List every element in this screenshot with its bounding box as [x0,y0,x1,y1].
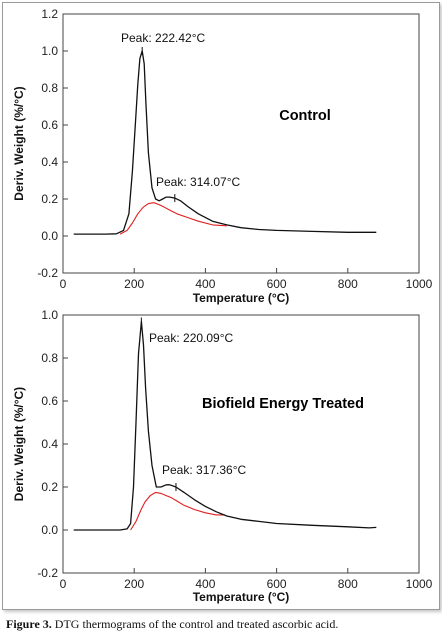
x-tick-label: 200 [124,577,144,591]
y-axis-title: Deriv. Weight (%/°C) [12,86,26,200]
series-line-secondary [130,491,225,531]
y-tick-label: 0.0 [41,229,58,243]
chart-panel-1: -0.2 0.0 0.2 0.4 0.6 0.8 1.0 1.2 0 200 400 600 800 10… [12,7,433,305]
y-tick-label: 0.0 [41,523,58,537]
chart-panel-2: -0.2 0.0 0.2 0.4 0.6 0.8 1.0 0 200 400 600 800 1000 T… [12,308,433,604]
x-tick-label: 800 [338,277,358,291]
peak-annotation: Peak: 314.07°C [156,175,241,189]
caption-text: DTG thermograms of the control and treat… [54,617,339,631]
y-tick-label: 0.6 [41,118,58,132]
figure-frame: -0.2 0.0 0.2 0.4 0.6 0.8 1.0 1.2 0 200 400 600 800 10… [2,2,440,610]
panel-title: Biofield Energy Treated [202,396,364,412]
y-tick-label: 0.8 [41,81,58,95]
x-tick-label: 0 [60,577,67,591]
x-tick-label: 600 [267,277,287,291]
peak-annotation: Peak: 317.36°C [162,463,247,477]
series-line-primary [73,50,377,235]
y-axis-title: Deriv. Weight (%/°C) [12,387,26,501]
y-tick-label: 0.4 [41,155,58,169]
y-tick-label: 0.8 [41,351,58,365]
y-tick-label: 0.6 [41,394,58,408]
y-tick-label: 1.0 [41,44,58,58]
y-tick-label: 0.2 [41,480,58,494]
y-tick-label: 0.4 [41,437,58,451]
x-axis-title: Temperature (°C) [193,590,290,604]
dtg-figure: -0.2 0.0 0.2 0.4 0.6 0.8 1.0 1.2 0 200 400 600 800 10… [12,7,433,604]
peak-annotation: Peak: 222.42°C [121,31,206,45]
figure-caption: Figure 3. DTG thermograms of the control… [6,617,442,632]
series-line-primary [73,320,377,531]
y-tick-label: 1.2 [41,7,58,21]
y-tick-label: 1.0 [41,308,58,322]
x-tick-label: 400 [195,277,215,291]
series-line-secondary [119,202,227,235]
panel-title: Control [279,108,331,124]
x-tick-label: 600 [267,577,287,591]
peak-annotation: Peak: 220.09°C [149,331,234,345]
x-tick-label: 1000 [406,577,433,591]
y-tick-label: 0.2 [41,192,58,206]
x-tick-label: 1000 [406,277,433,291]
y-tick-label: -0.2 [37,566,58,580]
x-tick-label: 0 [60,277,67,291]
caption-label: Figure 3. [6,617,52,631]
y-tick-label: -0.2 [37,266,58,280]
x-tick-label: 400 [195,577,215,591]
x-tick-label: 800 [338,577,358,591]
plot-area-frame [62,13,420,274]
x-axis-title: Temperature (°C) [193,291,290,305]
plot-area-frame [62,314,420,574]
x-tick-label: 200 [124,277,144,291]
